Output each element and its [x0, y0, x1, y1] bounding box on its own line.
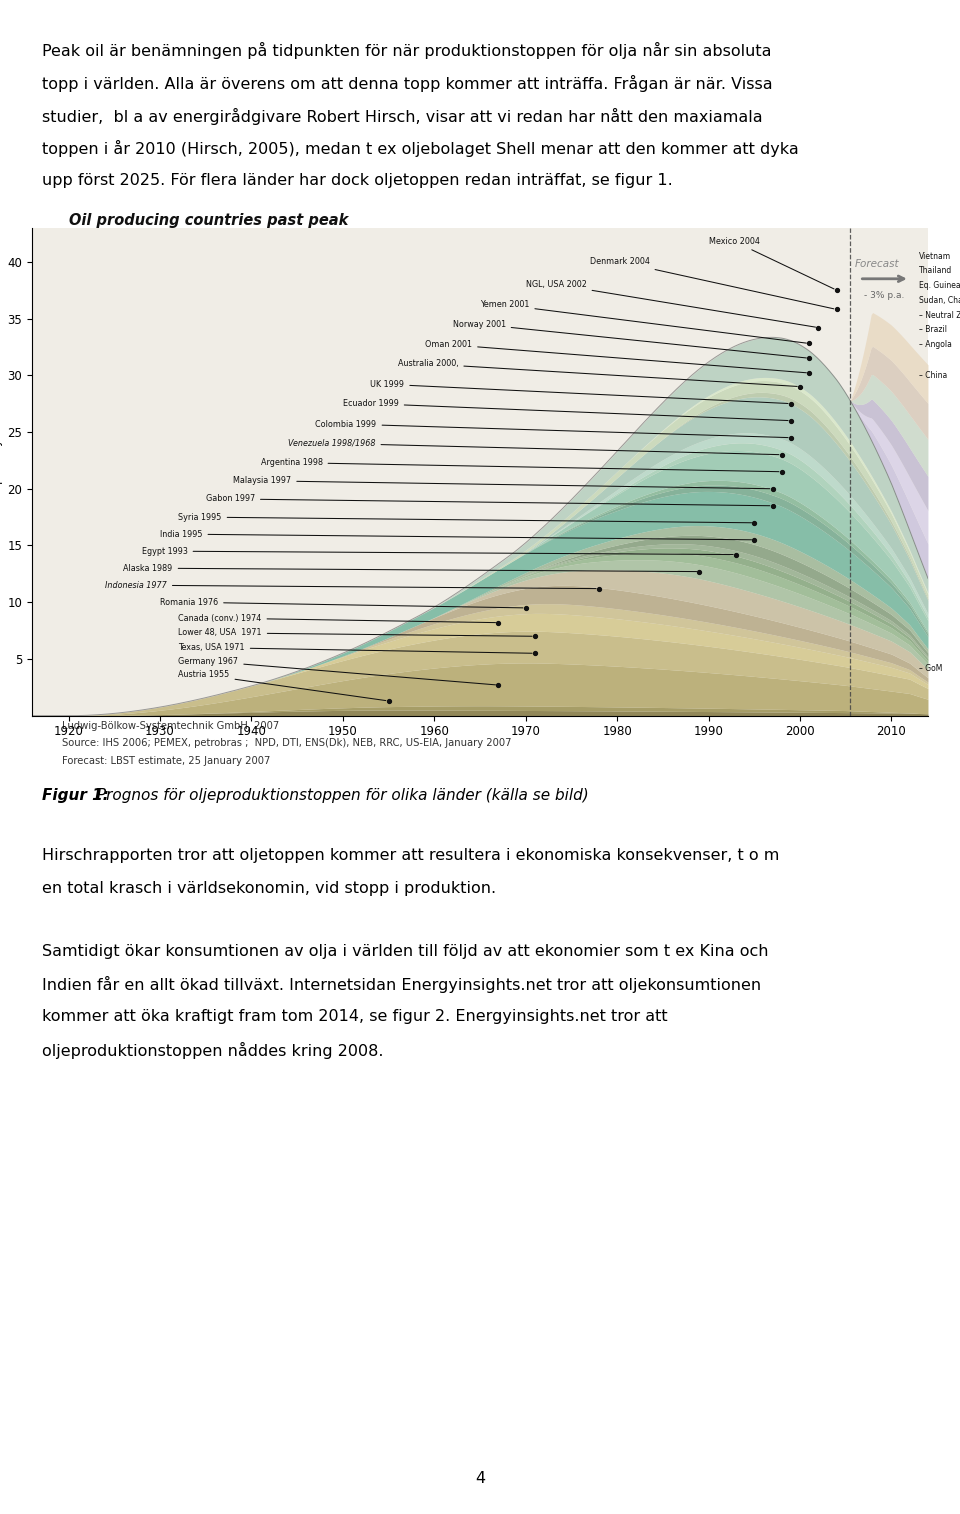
- Text: India 1995: India 1995: [160, 530, 752, 540]
- Text: Austria 1955: Austria 1955: [179, 671, 386, 701]
- Text: Romania 1976: Romania 1976: [160, 598, 523, 607]
- Text: Gabon 1997: Gabon 1997: [205, 495, 770, 506]
- Text: NGL, USA 2002: NGL, USA 2002: [526, 280, 816, 327]
- Text: Indien får en allt ökad tillväxt. Internetsidan Energyinsights.net tror att olje: Indien får en allt ökad tillväxt. Intern…: [42, 977, 761, 993]
- Text: Oil producing countries past peak: Oil producing countries past peak: [68, 212, 348, 227]
- Text: Indonesia 1977: Indonesia 1977: [106, 581, 596, 590]
- Text: Eq. Guinea: Eq. Guinea: [919, 282, 960, 291]
- Text: - 3% p.a.: - 3% p.a.: [864, 291, 904, 300]
- Text: – China: – China: [919, 371, 948, 380]
- Text: Oman 2001: Oman 2001: [425, 341, 806, 372]
- Text: Norway 2001: Norway 2001: [452, 319, 806, 357]
- Text: Thailand: Thailand: [919, 266, 952, 276]
- Text: Yemen 2001: Yemen 2001: [480, 300, 806, 344]
- Text: Vietnam: Vietnam: [919, 251, 951, 260]
- Text: Lower 48, USA  1971: Lower 48, USA 1971: [179, 628, 532, 637]
- Text: – Brazil: – Brazil: [919, 326, 947, 335]
- Text: Peak oil är benämningen på tidpunkten för när produktionstoppen för olja når sin: Peak oil är benämningen på tidpunkten fö…: [42, 42, 772, 59]
- Text: Denmark 2004: Denmark 2004: [589, 257, 834, 309]
- Text: en total krasch i världsekonomin, vid stopp i produktion.: en total krasch i världsekonomin, vid st…: [42, 881, 496, 896]
- Text: UK 1999: UK 1999: [371, 380, 788, 404]
- Text: Prognos för oljeproduktionstoppen för olika länder (källa se bild): Prognos för oljeproduktionstoppen för ol…: [92, 789, 588, 804]
- Text: oljeproduktionstoppen nåddes kring 2008.: oljeproduktionstoppen nåddes kring 2008.: [42, 1042, 383, 1058]
- Text: Germany 1967: Germany 1967: [179, 657, 495, 684]
- Text: Egypt 1993: Egypt 1993: [142, 547, 733, 556]
- Text: Hirschrapporten tror att oljetoppen kommer att resultera i ekonomiska konsekvens: Hirschrapporten tror att oljetoppen komm…: [42, 848, 780, 863]
- Y-axis label: [Mb per day]: [Mb per day]: [0, 435, 3, 510]
- Text: Forecast: Forecast: [854, 259, 900, 269]
- Text: – Neutral Zone: – Neutral Zone: [919, 310, 960, 319]
- Text: – Angola: – Angola: [919, 341, 951, 350]
- Text: kommer att öka kraftigt fram tom 2014, se figur 2. Energyinsights.net tror att: kommer att öka kraftigt fram tom 2014, s…: [42, 1010, 667, 1023]
- Text: Argentina 1998: Argentina 1998: [260, 459, 779, 472]
- Text: 4: 4: [475, 1472, 485, 1487]
- Text: Samtidigt ökar konsumtionen av olja i världen till följd av att ekonomier som t : Samtidigt ökar konsumtionen av olja i vä…: [42, 943, 769, 958]
- Text: Ecuador 1999: Ecuador 1999: [343, 400, 788, 421]
- Text: Colombia 1999: Colombia 1999: [316, 419, 788, 438]
- Text: upp först 2025. För flera länder har dock oljetoppen redan inträffat, se figur 1: upp först 2025. För flera länder har doc…: [42, 173, 673, 188]
- Text: Mexico 2004: Mexico 2004: [708, 236, 834, 289]
- Text: topp i världen. Alla är överens om att denna topp kommer att inträffa. Frågan är: topp i världen. Alla är överens om att d…: [42, 74, 773, 92]
- Text: Source: IHS 2006; PEMEX, petrobras ;  NPD, DTI, ENS(Dk), NEB, RRC, US-EIA, Janua: Source: IHS 2006; PEMEX, petrobras ; NPD…: [62, 739, 512, 748]
- Text: Ludwig-Bölkow-Systemtechnik GmbH, 2007: Ludwig-Bölkow-Systemtechnik GmbH, 2007: [62, 721, 279, 731]
- Text: studier,  bl a av energirådgivare Robert Hirsch, visar att vi redan har nått den: studier, bl a av energirådgivare Robert …: [42, 107, 762, 124]
- Text: Canada (conv.) 1974: Canada (conv.) 1974: [179, 613, 495, 622]
- Text: Sudan, Chad: Sudan, Chad: [919, 295, 960, 304]
- Text: toppen i år 2010 (Hirsch, 2005), medan t ex oljebolaget Shell menar att den komm: toppen i år 2010 (Hirsch, 2005), medan t…: [42, 141, 799, 157]
- Text: Venezuela 1998/1968: Venezuela 1998/1968: [288, 439, 779, 454]
- Text: Figur 1:: Figur 1:: [42, 789, 108, 804]
- Text: Syria 1995: Syria 1995: [179, 513, 752, 522]
- Text: Forecast: LBST estimate, 25 January 2007: Forecast: LBST estimate, 25 January 2007: [62, 755, 271, 766]
- Text: Australia 2000,: Australia 2000,: [397, 359, 797, 386]
- Text: Texas, USA 1971: Texas, USA 1971: [179, 643, 532, 653]
- Text: Alaska 1989: Alaska 1989: [124, 563, 697, 572]
- Text: Malaysia 1997: Malaysia 1997: [233, 477, 770, 489]
- Text: – GoM: – GoM: [919, 663, 942, 672]
